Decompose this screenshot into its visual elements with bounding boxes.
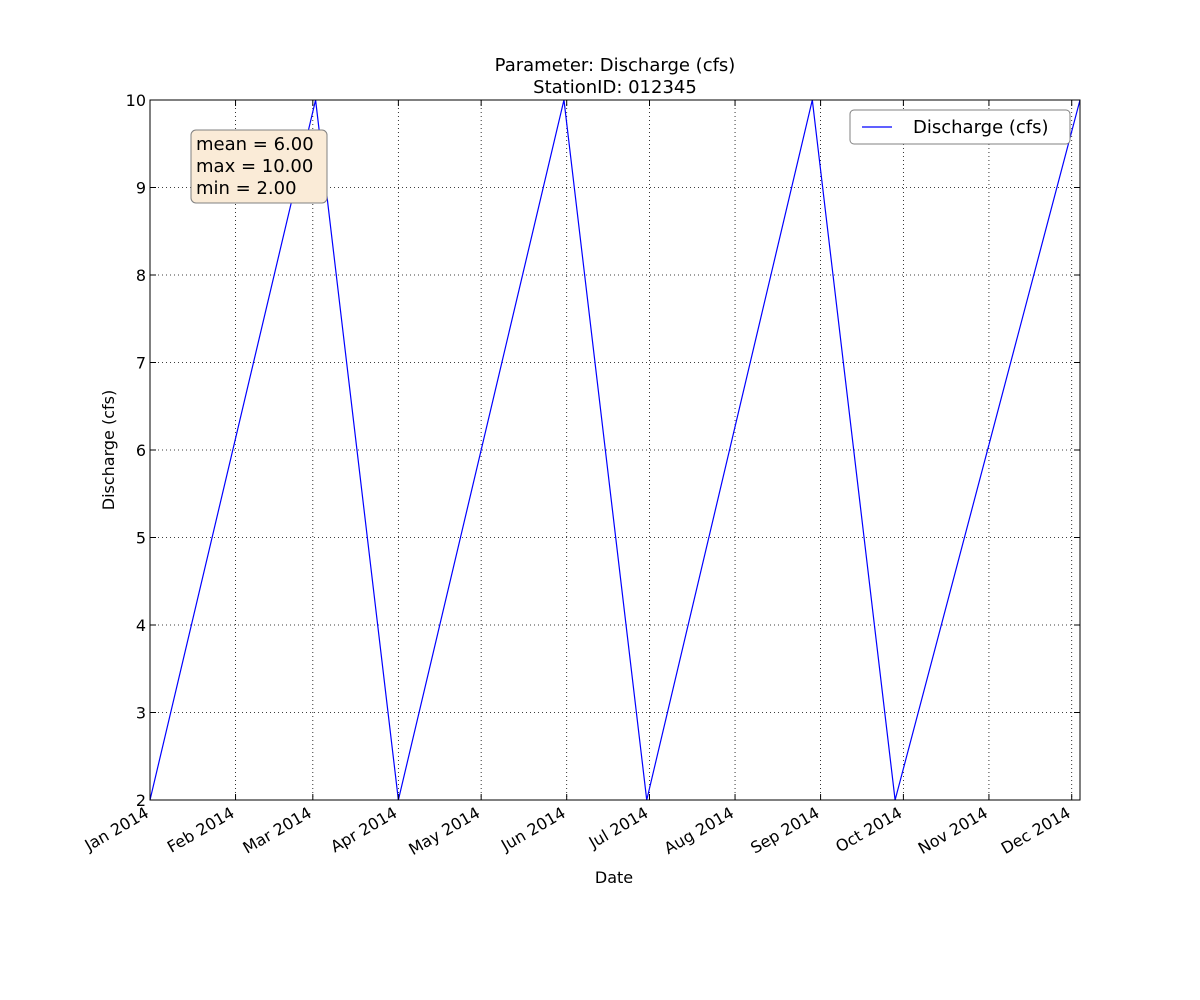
stats-box (190, 129, 328, 204)
x-tick-label: Jun 2014 (497, 803, 569, 855)
y-tick-label: 10 (126, 91, 146, 110)
x-tick-label: Jan 2014 (81, 803, 152, 855)
x-tick-label: May 2014 (405, 803, 483, 859)
y-tick-label: 9 (136, 179, 146, 198)
y-tick-label: 2 (136, 791, 146, 810)
stats-max: max = 10.00 (196, 156, 313, 177)
x-tick-label: Aug 2014 (661, 803, 737, 858)
y-axis-label: Discharge (cfs) (99, 390, 118, 510)
chart-subtitle: StationID: 012345 (533, 77, 697, 98)
x-tick-label: Oct 2014 (832, 803, 905, 856)
grid (149, 99, 1080, 801)
y-tick-label: 8 (136, 266, 146, 285)
y-tick-label: 7 (136, 354, 146, 373)
stats-min: min = 2.00 (196, 178, 297, 199)
y-tick-label: 3 (136, 704, 146, 723)
y-axis-ticks: 2 3 4 5 6 7 8 9 10 (126, 91, 1080, 810)
y-tick-label: 5 (136, 529, 146, 548)
x-tick-label: Jul 2014 (585, 803, 652, 853)
legend: Discharge (cfs) (849, 109, 1071, 145)
y-tick-label: 6 (136, 441, 146, 460)
chart-title: Parameter: Discharge (cfs) (495, 55, 736, 76)
legend-label: Discharge (cfs) (913, 117, 1049, 138)
x-tick-label: Sep 2014 (747, 803, 822, 857)
legend-box (849, 109, 1071, 145)
x-tick-label: Mar 2014 (240, 803, 315, 857)
x-axis-label: Date (595, 868, 633, 887)
stats-mean: mean = 6.00 (196, 134, 314, 155)
y-tick-label: 4 (136, 616, 146, 635)
series-layer (149, 99, 1081, 801)
stats-annotation: mean = 6.00 max = 10.00 min = 2.00 (190, 129, 328, 204)
x-tick-label: Feb 2014 (164, 803, 238, 857)
series-line (149, 99, 1081, 801)
x-tick-label: Apr 2014 (327, 803, 400, 856)
x-tick-label: Dec 2014 (998, 803, 1074, 858)
x-tick-label: Nov 2014 (915, 803, 991, 858)
